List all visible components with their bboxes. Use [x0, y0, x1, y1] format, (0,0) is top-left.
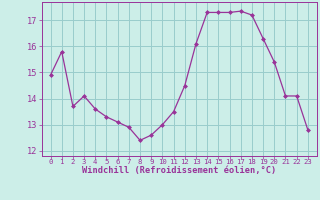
X-axis label: Windchill (Refroidissement éolien,°C): Windchill (Refroidissement éolien,°C) — [82, 166, 276, 175]
